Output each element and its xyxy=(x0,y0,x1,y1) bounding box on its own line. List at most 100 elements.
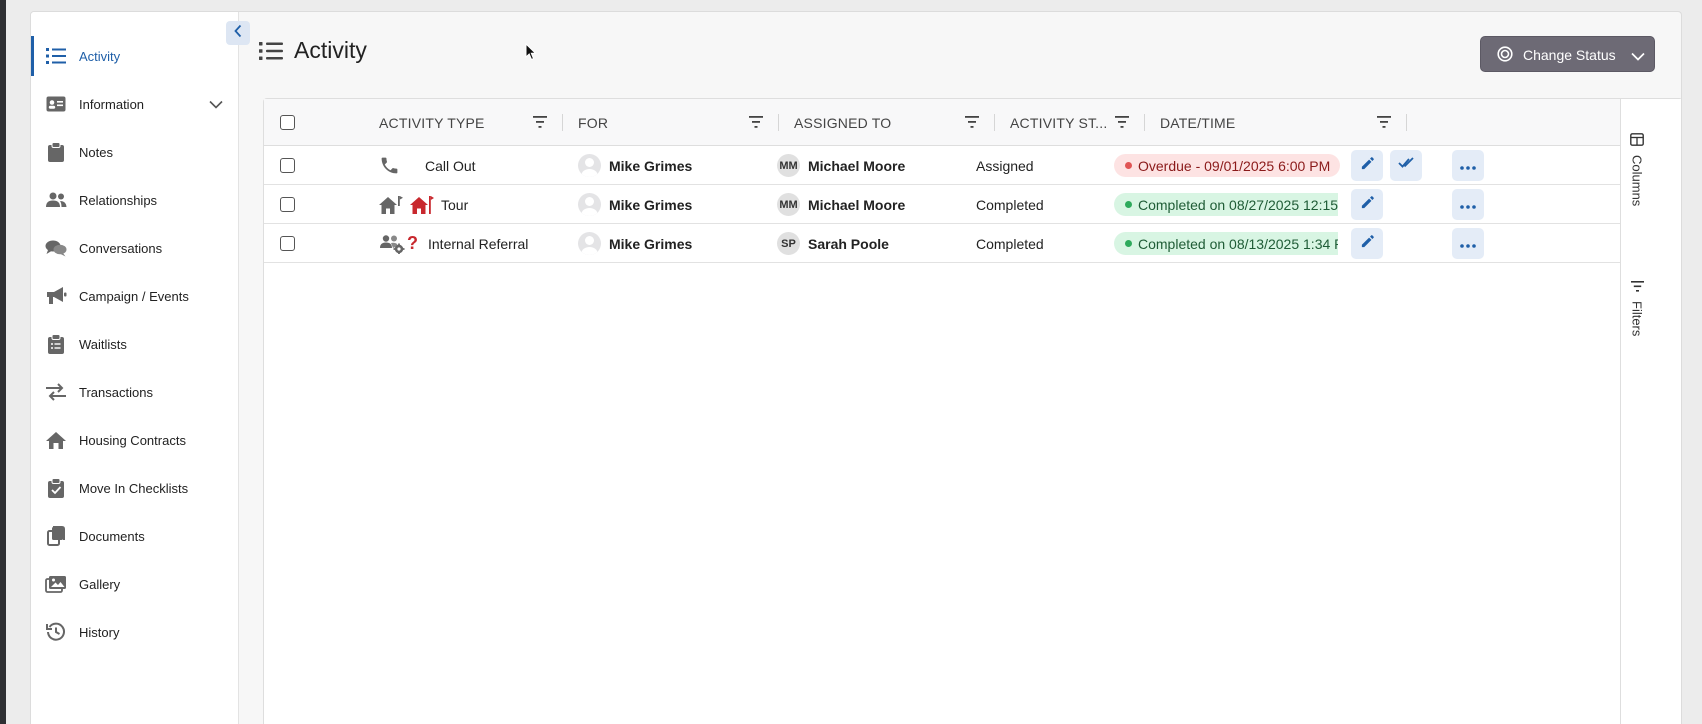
date-badge-text: Overdue - 09/01/2025 6:00 PM xyxy=(1138,157,1331,174)
date-badge-text: Completed on 08/27/2025 12:15 A xyxy=(1138,196,1338,213)
sidebar-item-transactions[interactable]: Transactions xyxy=(31,372,239,412)
status-text: Assigned xyxy=(976,157,1034,174)
ellipsis-icon xyxy=(1460,196,1476,214)
sidebar-item-conversations[interactable]: Conversations xyxy=(31,228,239,268)
status-text: Completed xyxy=(976,235,1044,252)
activity-table: ACTIVITY TYPE FOR ASSIGNED TO ACTIVITY S… xyxy=(263,98,1681,724)
more-actions-button[interactable] xyxy=(1452,189,1484,220)
row-checkbox[interactable] xyxy=(280,158,295,173)
table-row[interactable]: Call Out Mike Grimes MM Michael Moore As… xyxy=(264,146,1620,185)
change-status-button[interactable]: Change Status xyxy=(1480,36,1655,72)
sidebar-item-history[interactable]: History xyxy=(31,612,239,652)
copy-icon xyxy=(45,525,67,547)
for-name[interactable]: Mike Grimes xyxy=(609,196,693,213)
sidebar-item-move-in-checklists[interactable]: Move In Checklists xyxy=(31,468,239,508)
sidebar-item-label: Activity xyxy=(79,48,121,64)
sidebar-item-relationships[interactable]: Relationships xyxy=(31,180,239,220)
main-content: Activity Change Status ACTIVITY TYPE FOR xyxy=(240,12,1681,724)
select-all-checkbox[interactable] xyxy=(280,115,295,130)
column-divider[interactable] xyxy=(1144,114,1145,131)
sidebar-item-gallery[interactable]: Gallery xyxy=(31,564,239,604)
columns-panel-tab[interactable]: Columns xyxy=(1621,133,1653,206)
pencil-icon xyxy=(1360,156,1375,176)
status-dot xyxy=(1125,201,1132,208)
chevron-down-icon xyxy=(1631,48,1645,64)
status-dot xyxy=(1125,240,1132,247)
column-header-activity-status[interactable]: ACTIVITY ST... xyxy=(1010,114,1108,131)
sidebar-item-documents[interactable]: Documents xyxy=(31,516,239,556)
sidebar-item-campaign-events[interactable]: Campaign / Events xyxy=(31,276,239,316)
house-tour-icon xyxy=(379,185,403,224)
for-name[interactable]: Mike Grimes xyxy=(609,157,693,174)
table-row[interactable]: Tour Mike Grimes MM Michael Moore Comple… xyxy=(264,185,1620,224)
app-frame: Activity Information Notes Relationships xyxy=(30,11,1682,724)
row-checkbox[interactable] xyxy=(280,197,295,212)
filters-panel-tab[interactable]: Filters xyxy=(1621,279,1653,336)
sidebar-item-activity[interactable]: Activity xyxy=(31,36,239,76)
list-icon xyxy=(45,45,67,67)
sidebar-item-label: History xyxy=(79,624,120,640)
filter-icon[interactable] xyxy=(533,115,547,133)
assignee-name[interactable]: Michael Moore xyxy=(808,157,906,174)
history-icon xyxy=(45,621,67,643)
avatar: MM xyxy=(777,154,800,177)
edit-button[interactable] xyxy=(1351,150,1383,181)
id-card-icon xyxy=(45,93,67,115)
column-header-assigned-to[interactable]: ASSIGNED TO xyxy=(794,114,892,131)
edit-button[interactable] xyxy=(1351,228,1383,259)
column-header-for[interactable]: FOR xyxy=(578,114,609,131)
ellipsis-icon xyxy=(1460,157,1476,175)
mouse-pointer-icon xyxy=(525,42,537,66)
activity-type-label: Call Out xyxy=(425,157,476,174)
table-header: ACTIVITY TYPE FOR ASSIGNED TO ACTIVITY S… xyxy=(264,99,1620,146)
sidebar-item-label: Gallery xyxy=(79,576,121,592)
status-text: Completed xyxy=(976,196,1044,213)
pencil-icon xyxy=(1360,195,1375,215)
column-divider[interactable] xyxy=(778,114,779,131)
columns-icon xyxy=(1630,133,1644,151)
filter-icon xyxy=(1630,279,1644,297)
list-icon xyxy=(259,41,283,66)
status-badge: Completed on 08/27/2025 12:15 A xyxy=(1114,193,1338,216)
chevron-down-icon[interactable] xyxy=(209,96,223,114)
sidebar-item-notes[interactable]: Notes xyxy=(31,132,239,172)
more-actions-button[interactable] xyxy=(1452,228,1484,259)
sidebar-item-label: Relationships xyxy=(79,192,158,208)
comments-icon xyxy=(45,237,67,259)
table-row[interactable]: ? Internal Referral Mike Grimes SP Sarah… xyxy=(264,224,1620,263)
sidebar-item-label: Waitlists xyxy=(79,336,127,352)
mark-complete-button[interactable] xyxy=(1390,150,1422,181)
column-divider[interactable] xyxy=(994,114,995,131)
more-actions-button[interactable] xyxy=(1452,150,1484,181)
sidebar-item-label: Documents xyxy=(79,528,145,544)
side-panel: Columns Filters xyxy=(1620,99,1681,724)
column-header-date-time[interactable]: DATE/TIME xyxy=(1160,114,1236,131)
column-divider[interactable] xyxy=(1406,114,1407,131)
avatar: MM xyxy=(777,193,800,216)
filter-icon[interactable] xyxy=(1377,115,1391,133)
arrows-exchange-icon xyxy=(45,381,67,403)
filter-icon[interactable] xyxy=(1115,115,1129,133)
assignee-name[interactable]: Michael Moore xyxy=(808,196,906,213)
edit-button[interactable] xyxy=(1351,189,1383,220)
sidebar-item-label: Campaign / Events xyxy=(79,288,189,304)
users-cog-icon xyxy=(379,224,405,263)
sidebar-item-housing-contracts[interactable]: Housing Contracts xyxy=(31,420,239,460)
for-name[interactable]: Mike Grimes xyxy=(609,235,693,252)
row-checkbox[interactable] xyxy=(280,236,295,251)
assignee-name[interactable]: Sarah Poole xyxy=(808,235,889,252)
collapse-sidebar-button[interactable] xyxy=(226,21,250,45)
house-flag-icon xyxy=(410,185,434,224)
sidebar-item-label: Notes xyxy=(79,144,113,160)
sidebar-item-label: Information xyxy=(79,96,145,112)
avatar xyxy=(578,193,601,216)
column-header-activity-type[interactable]: ACTIVITY TYPE xyxy=(379,114,485,131)
avatar: SP xyxy=(777,232,800,255)
sidebar-item-waitlists[interactable]: Waitlists xyxy=(31,324,239,364)
megaphone-icon xyxy=(45,285,67,307)
column-divider[interactable] xyxy=(562,114,563,131)
sidebar-item-information[interactable]: Information xyxy=(31,84,239,124)
filter-icon[interactable] xyxy=(965,115,979,133)
filters-panel-label: Filters xyxy=(1629,301,1645,337)
filter-icon[interactable] xyxy=(749,115,763,133)
